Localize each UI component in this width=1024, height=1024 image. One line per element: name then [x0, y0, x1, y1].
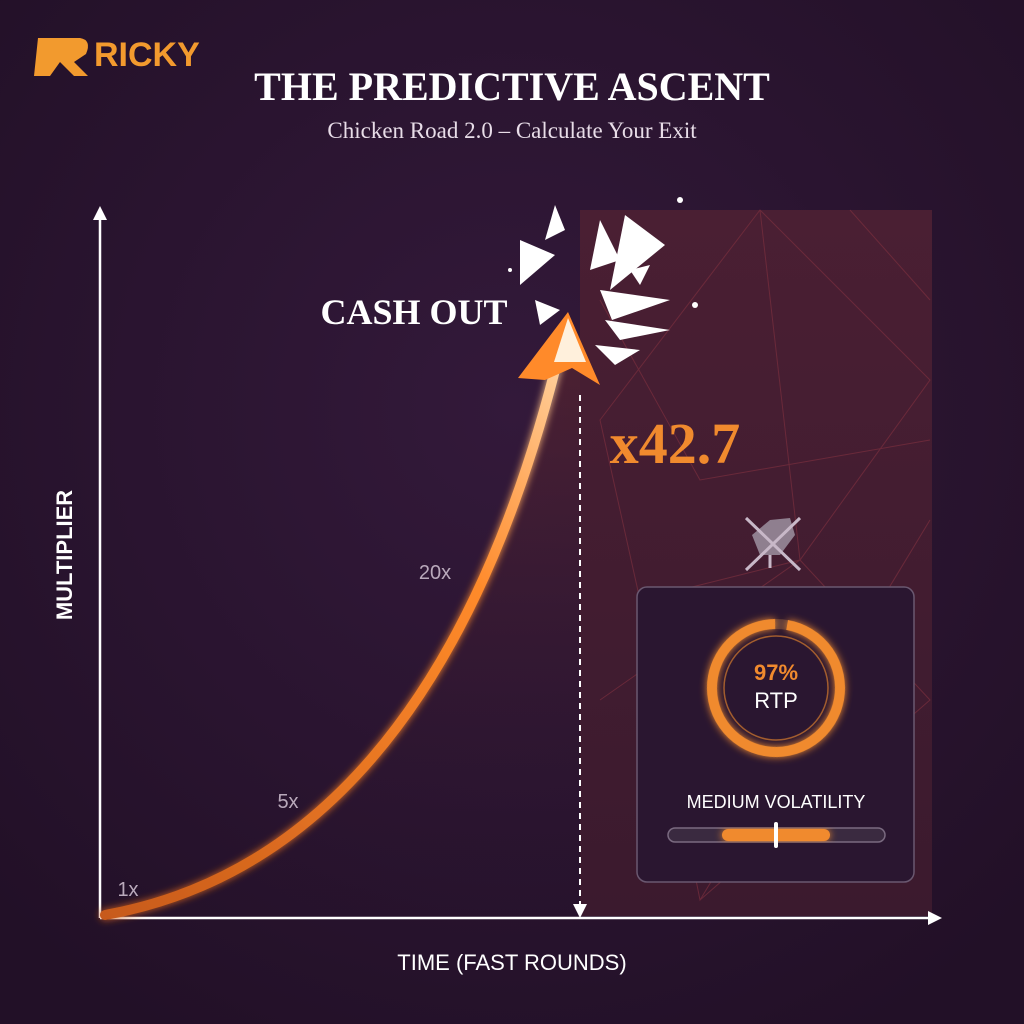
- stats-panel: [636, 586, 915, 883]
- drop-arrow: [573, 904, 587, 918]
- brand: RICKY: [94, 36, 200, 74]
- curve-label: 20x: [419, 562, 451, 584]
- curve-area: [105, 340, 580, 915]
- rtp-value: 97%: [754, 660, 798, 685]
- volatility-marker: [774, 822, 778, 848]
- title: THE PREDICTIVE ASCENT: [254, 64, 770, 109]
- y-axis-label: MULTIPLIER: [52, 490, 77, 620]
- rtp-ring: [707, 618, 845, 757]
- subtitle: Chicken Road 2.0 – Calculate Your Exit: [327, 118, 697, 143]
- curve-label: 5x: [277, 791, 298, 813]
- axes: [93, 206, 942, 925]
- rtp-label: RTP: [754, 688, 798, 713]
- cash-out-label: CASH OUT: [320, 292, 507, 332]
- rtp-ring-inner: [723, 635, 829, 741]
- x-axis-label: TIME (FAST ROUNDS): [397, 950, 626, 975]
- logo: RICKY: [34, 36, 200, 76]
- burst: [508, 197, 698, 365]
- curve-label: 1x: [117, 879, 138, 901]
- volatility-label: MEDIUM VOLATILITY: [687, 792, 866, 812]
- multiplier-curve: [100, 345, 565, 920]
- no-chicken-icon: [744, 516, 802, 572]
- curve-arrowhead-light: [554, 318, 586, 362]
- cash-out-multiplier: x42.7: [610, 411, 741, 476]
